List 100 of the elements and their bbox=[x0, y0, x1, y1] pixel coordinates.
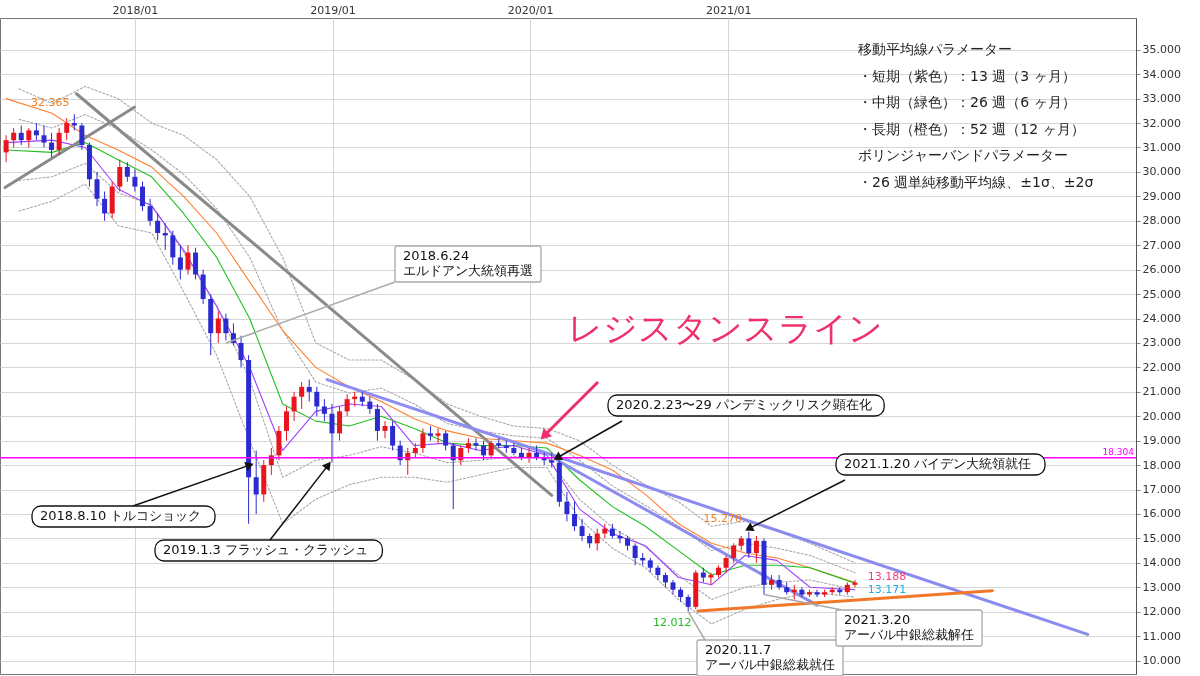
y-tick-label: 24.000 bbox=[1142, 312, 1181, 326]
candlestick bbox=[799, 586, 805, 598]
candlestick bbox=[473, 437, 479, 451]
candlestick bbox=[814, 589, 820, 598]
y-tick-label: 35.000 bbox=[1142, 43, 1181, 57]
candlestick bbox=[458, 445, 464, 466]
candlestick bbox=[41, 125, 47, 148]
y-tick-label: 20.000 bbox=[1142, 409, 1181, 423]
annotation: ・26 週単純移動平均線、±1σ、±2σ bbox=[858, 173, 1094, 190]
y-tick-label: 33.000 bbox=[1142, 92, 1181, 106]
y-tick-label: 30.000 bbox=[1142, 165, 1181, 179]
y-tick-label: 13.000 bbox=[1142, 580, 1181, 594]
candlestick bbox=[132, 168, 138, 192]
y-tick-label: 25.000 bbox=[1142, 287, 1181, 301]
candlestick bbox=[390, 420, 396, 451]
x-tick-label: 2020/01 bbox=[507, 3, 554, 17]
y-tick-label: 29.000 bbox=[1142, 189, 1181, 203]
candlestick bbox=[374, 403, 380, 442]
candlestick bbox=[753, 535, 759, 564]
candlestick bbox=[49, 132, 55, 158]
y-tick-label: 17.000 bbox=[1142, 483, 1181, 497]
candlestick bbox=[579, 518, 585, 542]
ref-line-label: 18.304 bbox=[1102, 446, 1135, 457]
candlestick bbox=[79, 122, 85, 151]
x-tick-label: 2018/01 bbox=[112, 3, 159, 17]
candlestick bbox=[124, 161, 130, 183]
annotation: 2020.2.23〜29 パンデミックリスク顕在化 bbox=[616, 397, 872, 412]
candlestick bbox=[117, 159, 123, 192]
candlestick bbox=[306, 379, 312, 403]
candlestick bbox=[147, 198, 153, 227]
candlestick bbox=[344, 393, 350, 417]
annotation: 13.171 bbox=[867, 583, 907, 597]
candlestick bbox=[367, 396, 373, 415]
candlestick bbox=[268, 447, 274, 476]
candlestick bbox=[155, 212, 161, 241]
candlestick bbox=[253, 449, 259, 515]
annotation: 13.188 bbox=[867, 569, 907, 583]
y-tick-label: 21.000 bbox=[1142, 385, 1181, 399]
candlestick bbox=[314, 386, 320, 417]
candlestick bbox=[670, 579, 676, 596]
candlestick bbox=[94, 171, 100, 207]
y-tick-label: 34.000 bbox=[1142, 67, 1181, 81]
y-tick-label: 32.000 bbox=[1142, 116, 1181, 130]
candlestick bbox=[140, 181, 145, 212]
annotation: レジスタンスライン bbox=[567, 308, 883, 348]
candlestick bbox=[329, 403, 335, 464]
candlestick bbox=[11, 127, 17, 148]
candlestick bbox=[26, 127, 32, 148]
candlestick bbox=[655, 564, 661, 581]
candlestick bbox=[443, 430, 449, 451]
x-tick-label: 2021/01 bbox=[705, 3, 752, 17]
candlestick bbox=[3, 134, 9, 163]
y-tick-label: 19.000 bbox=[1142, 434, 1181, 448]
annotation: ・長期（橙色）：52 週（12 ヶ月） bbox=[858, 120, 1085, 137]
candlestick bbox=[321, 398, 327, 422]
y-tick-label: 28.000 bbox=[1142, 214, 1181, 228]
candlestick bbox=[382, 420, 388, 439]
annotation: 12.012 bbox=[652, 616, 692, 630]
candlestick bbox=[170, 230, 176, 266]
candlestick bbox=[299, 381, 305, 410]
y-tick-label: 16.000 bbox=[1142, 507, 1181, 521]
y-tick-label: 12.000 bbox=[1142, 605, 1181, 619]
candlestick bbox=[572, 501, 577, 532]
candlestick bbox=[731, 542, 737, 564]
candlestick bbox=[420, 427, 426, 454]
annotation: 2018.6.24 エルドアン大統領再選 bbox=[403, 248, 533, 278]
candlestick bbox=[102, 190, 108, 222]
candlestick bbox=[291, 391, 297, 422]
candlestick bbox=[177, 244, 183, 280]
candlestick bbox=[852, 579, 858, 588]
y-tick-label: 15.000 bbox=[1142, 531, 1181, 545]
annotation: 2021.3.20 アーバル中銀総裁解任 bbox=[844, 612, 974, 642]
y-tick-label: 26.000 bbox=[1142, 263, 1181, 277]
candlestick bbox=[481, 440, 487, 461]
x-tick-label: 2019/01 bbox=[310, 3, 356, 17]
candlestick bbox=[511, 442, 517, 456]
annotation: ボリンジャーバンドパラメーター bbox=[858, 147, 1068, 163]
annotation: 32.365 bbox=[31, 96, 70, 110]
candlestick bbox=[193, 247, 199, 280]
annotation: 移動平均線パラメーター bbox=[858, 41, 1012, 57]
y-tick-label: 14.000 bbox=[1142, 556, 1181, 570]
annotation: ・短期（紫色）：13 週（3 ヶ月） bbox=[858, 67, 1076, 84]
candlestick bbox=[223, 313, 229, 341]
candlestick bbox=[18, 125, 24, 146]
candlestick bbox=[64, 117, 70, 141]
y-tick-label: 18.000 bbox=[1142, 458, 1181, 472]
candlestick bbox=[185, 244, 191, 276]
candlestick bbox=[337, 405, 343, 442]
annotation: 2021.1.20 バイデン大統領就任 bbox=[844, 456, 1032, 471]
y-tick-label: 22.000 bbox=[1142, 360, 1181, 374]
annotation: 2018.8.10 トルコショック bbox=[40, 508, 202, 523]
y-tick-label: 27.000 bbox=[1142, 238, 1181, 252]
candlestick bbox=[594, 528, 600, 552]
y-tick-label: 10.000 bbox=[1142, 654, 1181, 668]
candlestick bbox=[564, 491, 570, 522]
candlestick bbox=[632, 542, 638, 566]
candlestick bbox=[435, 427, 441, 444]
candlestick bbox=[215, 310, 221, 344]
candlestick bbox=[238, 335, 244, 368]
candlestick bbox=[56, 127, 62, 156]
